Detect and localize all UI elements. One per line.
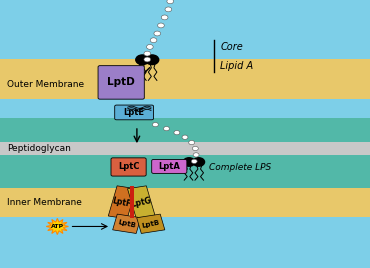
Bar xyxy=(0,217,370,268)
Circle shape xyxy=(150,38,157,43)
Circle shape xyxy=(152,122,158,127)
Circle shape xyxy=(145,55,159,65)
Circle shape xyxy=(191,159,197,163)
Circle shape xyxy=(174,131,180,135)
Polygon shape xyxy=(46,218,68,234)
Circle shape xyxy=(167,0,174,4)
Circle shape xyxy=(164,126,169,131)
Polygon shape xyxy=(128,186,155,219)
Bar xyxy=(0,0,370,59)
Circle shape xyxy=(154,31,161,36)
Bar xyxy=(0,59,370,99)
Text: Peptidoglycan: Peptidoglycan xyxy=(7,144,71,153)
Text: LptG: LptG xyxy=(131,196,152,209)
Circle shape xyxy=(158,23,164,28)
Bar xyxy=(0,155,370,188)
Text: Outer Membrane: Outer Membrane xyxy=(7,80,84,89)
FancyBboxPatch shape xyxy=(111,158,146,176)
Polygon shape xyxy=(108,186,136,219)
Bar xyxy=(0,142,370,155)
Circle shape xyxy=(161,15,168,20)
Text: LptF: LptF xyxy=(112,196,132,209)
Bar xyxy=(0,99,370,118)
Bar xyxy=(0,118,370,142)
Circle shape xyxy=(136,55,149,65)
FancyBboxPatch shape xyxy=(98,66,144,99)
Circle shape xyxy=(193,153,199,157)
Text: Inner Membrane: Inner Membrane xyxy=(7,198,82,207)
Polygon shape xyxy=(112,214,141,233)
Bar xyxy=(0,188,370,217)
Text: LptA: LptA xyxy=(158,162,180,171)
Polygon shape xyxy=(137,214,165,233)
Circle shape xyxy=(192,146,198,151)
Text: ATP: ATP xyxy=(51,224,64,229)
Text: LptD: LptD xyxy=(107,77,135,87)
Circle shape xyxy=(182,135,188,139)
Text: Complete LPS: Complete LPS xyxy=(209,163,271,172)
Circle shape xyxy=(147,44,153,49)
Text: LptB: LptB xyxy=(141,219,160,229)
Circle shape xyxy=(165,7,172,12)
Circle shape xyxy=(189,140,195,145)
FancyBboxPatch shape xyxy=(152,159,187,173)
Text: LptE: LptE xyxy=(124,108,145,117)
FancyBboxPatch shape xyxy=(115,105,154,120)
Text: Core: Core xyxy=(220,42,243,52)
Circle shape xyxy=(183,158,195,166)
Text: LptB: LptB xyxy=(117,219,136,229)
Circle shape xyxy=(144,57,151,62)
Bar xyxy=(130,186,134,218)
Circle shape xyxy=(144,51,151,56)
Circle shape xyxy=(193,158,205,166)
Text: Lipid A: Lipid A xyxy=(220,61,253,71)
Text: LptC: LptC xyxy=(118,162,139,172)
